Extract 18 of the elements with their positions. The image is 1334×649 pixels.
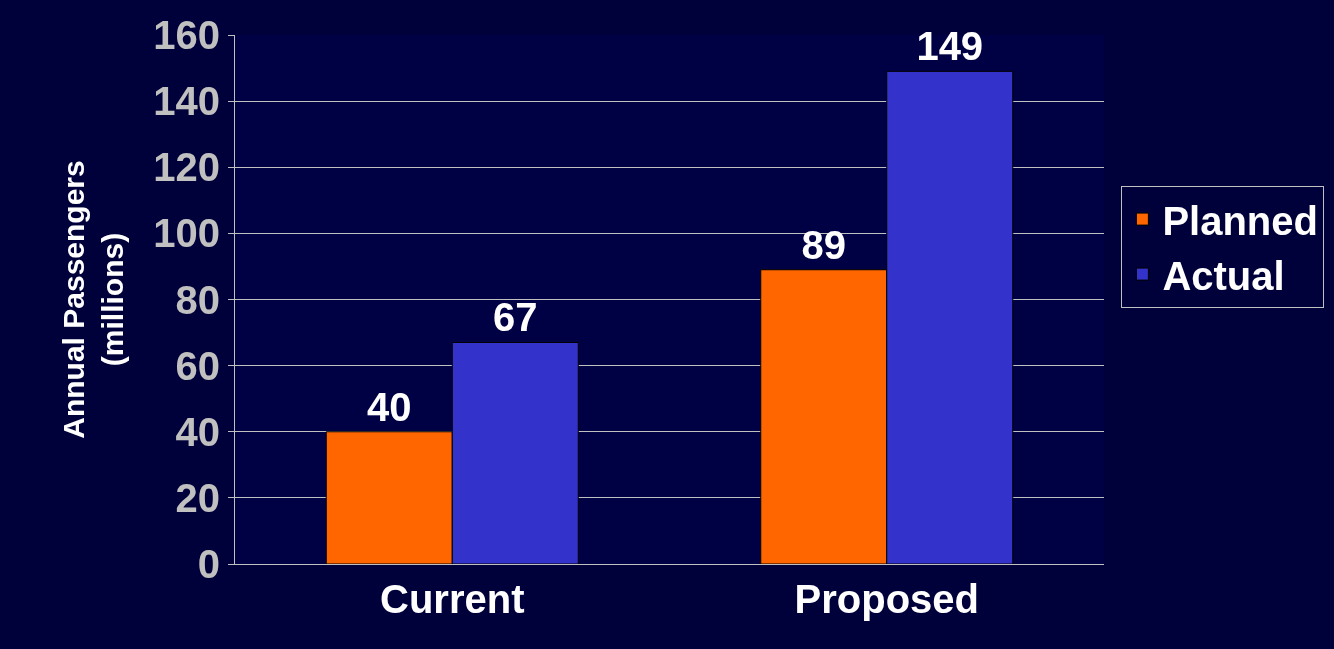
x-tick-label: Proposed <box>794 577 979 621</box>
data-label: 89 <box>801 222 846 267</box>
data-label: 67 <box>493 295 538 340</box>
y-tick-label: 40 <box>175 409 220 454</box>
data-label: 40 <box>366 384 412 429</box>
x-tick-label: Current <box>380 577 525 621</box>
legend-label: Planned <box>1162 198 1318 243</box>
data-label: 149 <box>916 24 984 69</box>
y-axis-title: Annual Passengers (millions) <box>57 160 130 439</box>
y-tick-label: 120 <box>153 145 220 190</box>
y-tick-label: 20 <box>175 475 220 520</box>
y-tick-label: 100 <box>153 211 220 256</box>
y-tick-label: 140 <box>153 79 220 124</box>
legend-label: Actual <box>1162 253 1285 298</box>
y-tick-label: 60 <box>175 343 220 388</box>
y-tick-label: 160 <box>153 13 220 57</box>
y-tick-label: 80 <box>175 277 220 322</box>
y-tick-label: 0 <box>197 542 220 586</box>
